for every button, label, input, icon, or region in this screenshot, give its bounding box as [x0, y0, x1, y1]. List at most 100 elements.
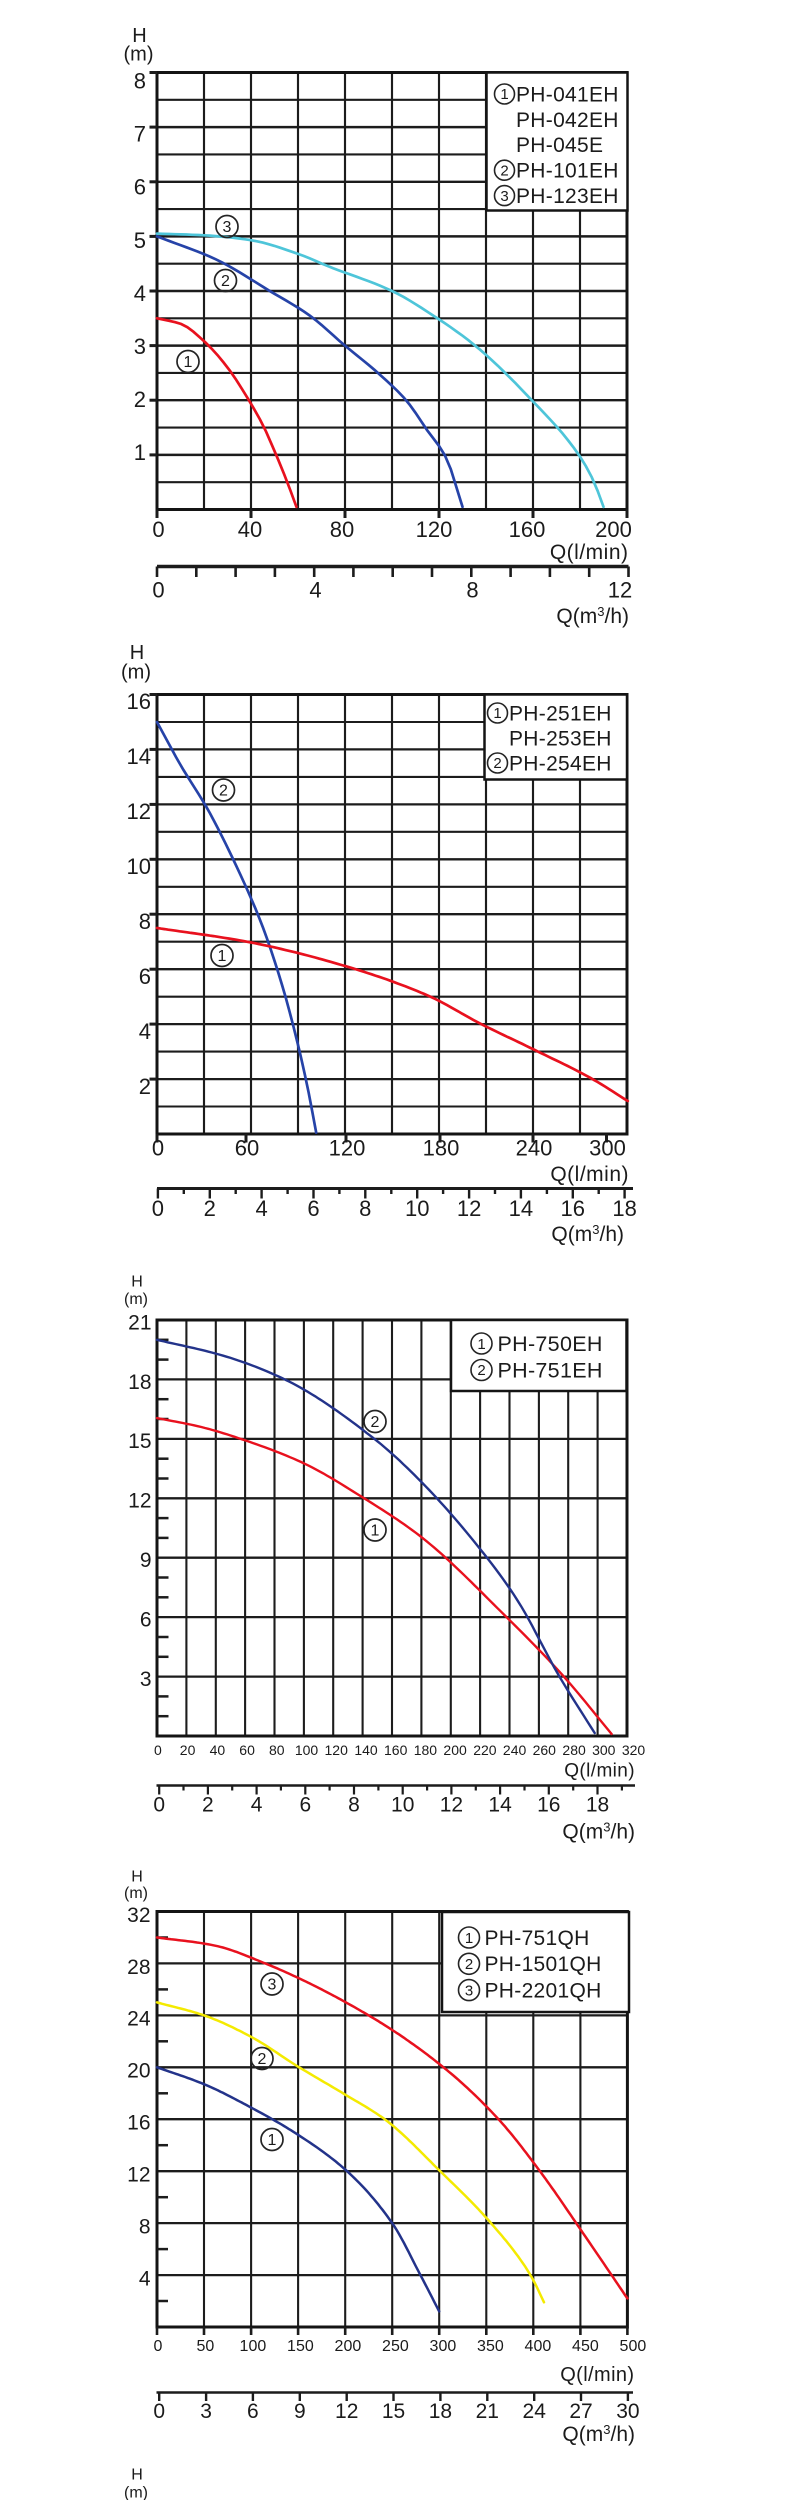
- svg-text:0: 0: [152, 517, 164, 542]
- svg-text:10: 10: [127, 854, 151, 879]
- svg-text:50: 50: [197, 2338, 215, 2355]
- svg-text:27: 27: [569, 2400, 592, 2423]
- svg-text:14: 14: [127, 744, 151, 769]
- svg-text:7: 7: [134, 122, 146, 147]
- svg-text:8: 8: [139, 909, 151, 934]
- svg-text:10: 10: [405, 1196, 429, 1221]
- svg-text:32: 32: [127, 1904, 150, 1927]
- svg-text:6: 6: [134, 175, 146, 200]
- svg-text:200: 200: [443, 1742, 467, 1758]
- svg-text:24: 24: [523, 2400, 547, 2423]
- svg-text:H: H: [131, 1869, 143, 1886]
- svg-text:1: 1: [493, 705, 501, 722]
- svg-text:300: 300: [430, 2338, 457, 2355]
- svg-text:3: 3: [134, 334, 146, 359]
- svg-text:0: 0: [153, 1793, 165, 1816]
- svg-text:3: 3: [140, 1668, 152, 1691]
- svg-text:80: 80: [269, 1742, 285, 1758]
- svg-text:120: 120: [325, 1742, 349, 1758]
- svg-text:12: 12: [127, 2164, 150, 2187]
- svg-text:2: 2: [493, 755, 501, 772]
- svg-text:PH-041EH: PH-041EH: [516, 83, 619, 106]
- svg-text:4: 4: [255, 1196, 267, 1221]
- svg-text:28: 28: [127, 1956, 150, 1979]
- svg-text:5: 5: [134, 228, 146, 253]
- svg-text:12: 12: [440, 1793, 463, 1816]
- svg-text:120: 120: [416, 517, 453, 542]
- svg-text:6: 6: [140, 1609, 152, 1632]
- svg-text:12: 12: [335, 2400, 358, 2423]
- svg-text:3: 3: [268, 1977, 277, 1994]
- svg-text:(m): (m): [124, 2485, 148, 2500]
- svg-text:6: 6: [247, 2400, 259, 2423]
- svg-text:16: 16: [127, 689, 151, 714]
- svg-text:2: 2: [202, 1793, 214, 1816]
- svg-text:2: 2: [204, 1196, 216, 1221]
- svg-text:300: 300: [592, 1742, 616, 1758]
- svg-text:Q(l/min): Q(l/min): [564, 1761, 635, 1782]
- svg-text:16: 16: [561, 1196, 585, 1221]
- svg-text:20: 20: [180, 1742, 196, 1758]
- svg-text:30: 30: [616, 2400, 639, 2423]
- svg-text:2: 2: [134, 387, 146, 412]
- svg-text:4: 4: [251, 1793, 263, 1816]
- svg-text:3: 3: [223, 219, 232, 236]
- svg-text:20: 20: [127, 2060, 150, 2083]
- svg-text:160: 160: [384, 1742, 408, 1758]
- svg-text:3: 3: [500, 188, 508, 205]
- svg-text:4: 4: [139, 2267, 151, 2290]
- svg-text:2: 2: [500, 162, 508, 179]
- svg-text:100: 100: [240, 2338, 267, 2355]
- svg-text:1: 1: [218, 948, 227, 965]
- svg-text:120: 120: [329, 1136, 366, 1161]
- svg-text:350: 350: [477, 2338, 504, 2355]
- svg-text:Q(l/min): Q(l/min): [550, 1163, 629, 1186]
- svg-text:Q(m3/h): Q(m3/h): [551, 1222, 624, 1246]
- svg-text:PH-751EH: PH-751EH: [498, 1359, 603, 1383]
- svg-text:H: H: [131, 1274, 143, 1291]
- svg-text:PH-750EH: PH-750EH: [498, 1332, 603, 1356]
- svg-text:18: 18: [128, 1371, 151, 1394]
- svg-text:Q(m3/h): Q(m3/h): [562, 1819, 635, 1843]
- svg-text:4: 4: [134, 281, 146, 306]
- svg-text:24: 24: [127, 2008, 151, 2031]
- svg-text:250: 250: [382, 2338, 409, 2355]
- svg-text:1: 1: [268, 2132, 277, 2149]
- svg-text:PH-751QH: PH-751QH: [485, 1927, 590, 1950]
- svg-text:10: 10: [391, 1793, 414, 1816]
- svg-text:8: 8: [139, 2216, 151, 2239]
- svg-text:9: 9: [140, 1549, 152, 1572]
- svg-text:18: 18: [586, 1793, 609, 1816]
- svg-text:12: 12: [457, 1196, 481, 1221]
- svg-text:100: 100: [295, 1742, 319, 1758]
- svg-text:60: 60: [235, 1136, 259, 1161]
- svg-text:2: 2: [477, 1362, 485, 1379]
- svg-text:4: 4: [139, 1019, 151, 1044]
- svg-text:2: 2: [258, 2051, 267, 2068]
- svg-text:150: 150: [287, 2338, 314, 2355]
- svg-text:15: 15: [382, 2400, 405, 2423]
- svg-text:9: 9: [294, 2400, 306, 2423]
- svg-text:18: 18: [612, 1196, 636, 1221]
- svg-text:160: 160: [509, 517, 546, 542]
- svg-text:2: 2: [465, 1956, 473, 1973]
- svg-text:300: 300: [589, 1136, 626, 1161]
- svg-text:8: 8: [134, 69, 146, 94]
- svg-text:(m): (m): [124, 1885, 148, 1902]
- svg-text:PH-042EH: PH-042EH: [516, 109, 619, 132]
- svg-text:1: 1: [500, 86, 508, 103]
- svg-text:40: 40: [210, 1742, 226, 1758]
- svg-text:H: H: [131, 2467, 143, 2484]
- svg-text:3: 3: [465, 1982, 473, 1999]
- svg-text:2: 2: [371, 1414, 380, 1431]
- svg-text:2: 2: [139, 1074, 151, 1099]
- svg-text:H: H: [132, 25, 146, 47]
- svg-text:14: 14: [509, 1196, 533, 1221]
- svg-text:PH-254EH: PH-254EH: [509, 752, 612, 775]
- svg-text:Q(m3/h): Q(m3/h): [556, 604, 629, 628]
- svg-text:1: 1: [465, 1930, 473, 1947]
- svg-text:6: 6: [139, 964, 151, 989]
- svg-text:220: 220: [473, 1742, 497, 1758]
- svg-text:180: 180: [414, 1742, 438, 1758]
- svg-text:(m): (m): [124, 44, 154, 66]
